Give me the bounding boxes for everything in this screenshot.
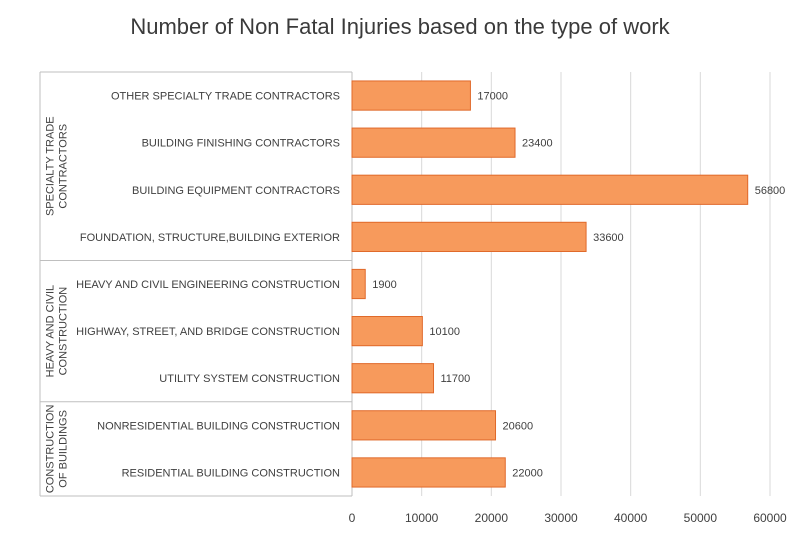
x-tick-label: 50000: [684, 511, 718, 525]
group-label-line: CONTRACTORS: [58, 124, 70, 209]
group-label-line: CONSTRUCTION: [45, 405, 57, 494]
x-tick-label: 60000: [753, 511, 787, 525]
group-label: CONSTRUCTIONOF BUILDINGS: [45, 405, 70, 494]
group-label-line: OF BUILDINGS: [58, 410, 70, 488]
category-label: RESIDENTIAL BUILDING CONSTRUCTION: [122, 467, 340, 479]
bar: [351, 80, 471, 111]
x-tick-label: 10000: [405, 511, 439, 525]
category-label: BUILDING FINISHING CONTRACTORS: [142, 138, 340, 150]
data-label: 1900: [372, 279, 396, 291]
data-label: 22000: [512, 467, 543, 479]
chart-title: Number of Non Fatal Injuries based on th…: [130, 14, 670, 39]
category-label: NONRESIDENTIAL BUILDING CONSTRUCTION: [97, 420, 340, 432]
bar: [351, 268, 366, 300]
data-label: 11700: [441, 373, 471, 385]
group-label-line: HEAVY AND CIVIL: [45, 285, 57, 378]
category-label: UTILITY SYSTEM CONSTRUCTION: [159, 373, 340, 385]
bar: [351, 316, 423, 347]
group-label: HEAVY AND CIVILCONSTRUCTION: [45, 285, 70, 378]
category-label: OTHER SPECIALTY TRADE CONTRACTORS: [111, 91, 340, 103]
data-label: 56800: [755, 185, 786, 197]
bar: [351, 221, 587, 252]
category-label: HEAVY AND CIVIL ENGINEERING CONSTRUCTION: [76, 279, 340, 291]
bar: [351, 127, 516, 158]
bar: [351, 174, 749, 205]
x-tick-label: 30000: [544, 511, 578, 525]
category-label: HIGHWAY, STREET, AND BRIDGE CONSTRUCTION: [76, 326, 340, 338]
data-label: 17000: [477, 91, 508, 103]
x-tick-label: 40000: [614, 511, 648, 525]
data-label: 10100: [429, 326, 460, 338]
data-label: 33600: [593, 232, 624, 244]
x-tick-label: 0: [349, 511, 356, 525]
bar: [351, 363, 435, 394]
bar: [351, 410, 497, 441]
group-label-line: CONSTRUCTION: [58, 287, 70, 376]
data-label: 23400: [522, 138, 553, 150]
group-label-line: SPECIALTY TRADE: [45, 116, 57, 216]
category-label: FOUNDATION, STRUCTURE,BUILDING EXTERIOR: [80, 232, 340, 244]
data-labels: 17000 23400 56800 33600 1900 10100 11700 20600 2…: [372, 91, 785, 480]
x-tick-label: 20000: [475, 511, 509, 525]
category-labels: OTHER SPECIALTY TRADE CONTRACTORS BUILDIN…: [76, 91, 340, 480]
bars: [351, 80, 749, 488]
category-label: BUILDING EQUIPMENT CONTRACTORS: [132, 185, 340, 197]
x-axis-ticks: 0 10000 20000 30000 40000 50000 60000: [349, 511, 787, 525]
data-label: 20600: [503, 420, 534, 432]
group-labels: SPECIALTY TRADECONTRACTORS HEAVY AND CIVI…: [45, 116, 70, 493]
bar: [351, 457, 506, 488]
group-label: SPECIALTY TRADECONTRACTORS: [45, 116, 70, 216]
